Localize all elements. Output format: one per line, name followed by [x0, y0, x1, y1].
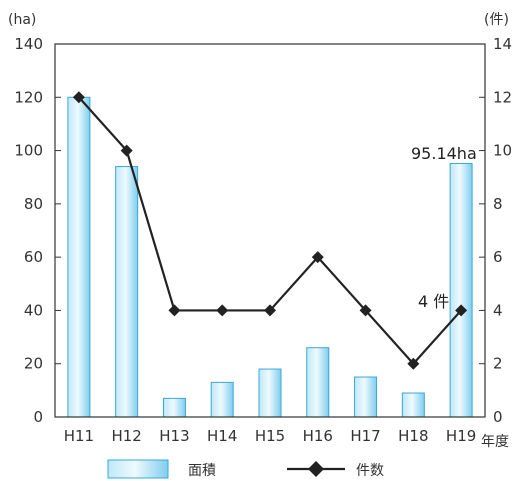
legend-swatch-area	[107, 459, 169, 479]
bar-H18	[401, 392, 425, 418]
x-tick-label: H18	[398, 427, 428, 445]
left-tick-label: 60	[24, 248, 43, 266]
count-marker-H13	[168, 304, 181, 317]
bar-H15	[258, 368, 282, 418]
right-tick-label: 10	[493, 142, 512, 160]
legend-label-area: 面積	[188, 463, 216, 479]
left-tick-label: 20	[24, 355, 43, 373]
annotation-count-value: 4 件	[418, 292, 449, 311]
right-tick-label: 14	[493, 35, 512, 53]
right-tick-label: 0	[493, 408, 503, 426]
count-marker-H16	[311, 251, 324, 264]
x-tick-label: H12	[111, 427, 141, 445]
count-marker-H17	[359, 304, 372, 317]
left-tick-label: 120	[14, 88, 43, 106]
left-tick-label: 0	[33, 408, 43, 426]
count-marker-H11	[72, 91, 85, 104]
bar-H17	[354, 376, 378, 418]
right-axis-ticks: 0 2 4 6 8 10 12 14	[479, 35, 512, 426]
legend-swatch-count-marker	[308, 461, 324, 477]
annotation-area-value: 95.14ha	[411, 144, 477, 163]
count-marker-H15	[264, 304, 276, 317]
x-tick-label: H13	[159, 427, 189, 445]
count-marker-H14	[216, 304, 229, 317]
right-tick-label: 4	[493, 301, 503, 319]
plot-frame	[54, 43, 486, 418]
x-axis-unit: 年度	[481, 434, 509, 450]
right-tick-label: 12	[493, 88, 512, 106]
legend: 面積 件数	[107, 459, 384, 479]
left-tick-label: 140	[14, 35, 43, 53]
right-tick-label: 2	[493, 355, 503, 373]
left-axis-ticks: 0 20 40 60 80 100 120 140	[14, 35, 61, 426]
legend-label-count: 件数	[356, 463, 384, 479]
x-tick-label: H19	[446, 427, 476, 445]
bar-H11	[67, 96, 91, 418]
x-tick-label: H16	[303, 427, 333, 445]
right-tick-label: 6	[493, 248, 503, 266]
x-tick-label: H15	[255, 427, 285, 445]
count-marker-H19	[455, 304, 468, 317]
bar-H13	[162, 397, 186, 418]
x-tick-label: H14	[207, 427, 237, 445]
bar-H14	[210, 381, 234, 418]
x-axis-labels: H11 H12 H13 H14 H15 H16 H17 H18 H19	[64, 427, 477, 445]
bar-H16	[306, 347, 330, 418]
bar-H19	[449, 163, 473, 418]
x-tick-label: H11	[64, 427, 94, 445]
count-marker-H18	[407, 357, 420, 370]
left-tick-label: 80	[24, 195, 43, 213]
right-axis-unit: (件)	[484, 12, 509, 28]
left-tick-label: 40	[24, 301, 43, 319]
count-line	[72, 91, 468, 370]
area-bars	[67, 96, 473, 418]
bar-H12	[115, 166, 139, 418]
count-marker-H12	[120, 144, 133, 157]
left-tick-label: 100	[14, 142, 43, 160]
left-axis-unit: (ha)	[8, 12, 36, 28]
right-tick-label: 8	[493, 195, 503, 213]
x-tick-label: H17	[350, 427, 380, 445]
